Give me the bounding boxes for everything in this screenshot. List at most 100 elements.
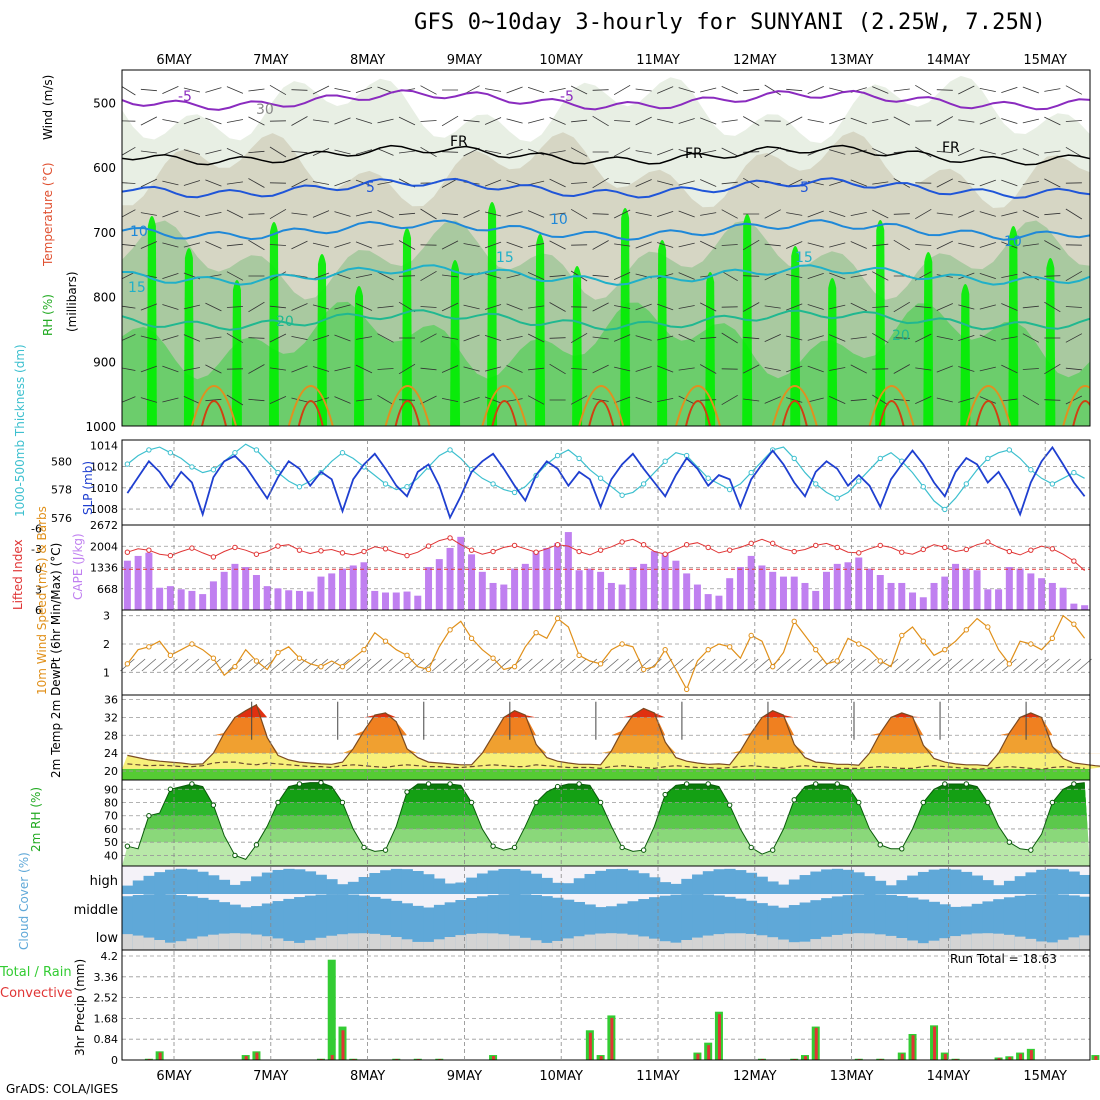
- thickness-line-point: [726, 486, 733, 493]
- upper-wind-barb: [162, 85, 179, 95]
- cape-bar: [457, 536, 465, 610]
- thickness-line-point: [404, 484, 410, 490]
- cape-bar: [575, 570, 583, 610]
- upper-wind-barb: [721, 209, 738, 219]
- cloud-middle: [767, 905, 779, 922]
- upper-wind-barb: [893, 88, 910, 92]
- upper-wind-barb: [291, 397, 308, 403]
- cloud-middle: [745, 900, 758, 922]
- upper-wind-barb: [850, 179, 867, 187]
- cloud-low: [154, 939, 166, 950]
- cape-bar: [532, 551, 540, 610]
- precip-conv-bar: [492, 1056, 496, 1060]
- upper-wind-barb: [506, 365, 523, 373]
- cloud-high: [487, 870, 499, 894]
- upper-wind-barb: [248, 239, 265, 251]
- tick-label: 1: [103, 666, 110, 679]
- rh-line-point: [791, 797, 797, 803]
- rh-line-point: [554, 783, 561, 790]
- cape-bar: [295, 590, 303, 610]
- upper-wind-barb: [484, 149, 502, 155]
- precip-conv-bar: [610, 1017, 614, 1060]
- upper-wind-barb: [484, 334, 502, 342]
- contour-label: 15: [128, 280, 146, 296]
- cape-bar: [672, 560, 680, 610]
- cloud-low: [530, 940, 542, 950]
- wind-barb: [969, 658, 985, 672]
- wind-barb: [733, 658, 748, 672]
- upper-wind-barb: [936, 397, 953, 403]
- contour-label: 15: [795, 250, 813, 266]
- tick-label: 2.52: [94, 992, 119, 1005]
- rh-plume: [1045, 258, 1056, 426]
- contour-label: FR: [450, 134, 468, 150]
- upper-wind-barb: [678, 242, 695, 248]
- upper-wind-barb: [442, 151, 459, 153]
- cloud-high: [778, 884, 790, 894]
- lifted-index-line-point: [1049, 546, 1056, 552]
- cloud-high: [821, 869, 833, 894]
- wind-barb: [518, 658, 533, 672]
- upper-wind-barb: [829, 334, 846, 342]
- lifted-index-line-point: [683, 542, 690, 548]
- thickness-line-point: [382, 481, 389, 487]
- cloud-low: [778, 939, 790, 950]
- cloud-high: [132, 880, 145, 894]
- wind-speed-line-point: [146, 644, 152, 650]
- rh-line-point: [576, 781, 582, 787]
- upper-wind-barb: [1022, 209, 1040, 219]
- wind-barb: [808, 658, 823, 672]
- cloud-low: [519, 937, 532, 950]
- cloud-high: [896, 880, 908, 894]
- upper-wind-barb: [657, 86, 674, 94]
- upper-wind-barb: [1065, 120, 1082, 122]
- precip-conv-bar: [330, 1055, 334, 1060]
- upper-wind-barb: [355, 336, 373, 340]
- precip-conv-bar: [158, 1052, 162, 1060]
- cloud-high: [638, 873, 650, 894]
- cape-bar: [263, 586, 271, 610]
- rh-line-point: [447, 781, 453, 787]
- upper-wind-barb: [140, 116, 158, 126]
- upper-wind-barb: [162, 180, 179, 186]
- dewpoint-line: [127, 761, 1085, 770]
- cloud-middle: [229, 904, 241, 922]
- tick-label: 1336: [90, 562, 118, 575]
- wind-barb: [378, 658, 393, 672]
- upper-wind-barb: [248, 178, 265, 188]
- cloud-low: [874, 934, 887, 950]
- cloud-low-bg: [659, 922, 672, 950]
- rh-line-point: [124, 843, 131, 849]
- upper-wind-barb: [420, 306, 437, 308]
- upper-wind-barb: [269, 84, 287, 96]
- cloud-high: [681, 878, 693, 894]
- cloud-middle: [713, 895, 725, 922]
- cloud-high: [971, 875, 983, 894]
- cloud-middle: [874, 894, 887, 922]
- upper-wind-barb: [915, 208, 932, 220]
- upper-wind-barb: [958, 119, 975, 123]
- cloud-middle: [240, 907, 252, 922]
- upper-wind-barb: [377, 243, 394, 247]
- rh-line-point: [253, 842, 260, 848]
- upper-wind-barb: [613, 147, 631, 157]
- tick-label: 2004: [90, 540, 118, 553]
- cloud-low: [670, 942, 682, 950]
- surface-temp-contour: [675, 385, 721, 426]
- upper-wind-barb: [700, 240, 717, 250]
- wind-barb: [550, 658, 565, 672]
- upper-wind-barb: [678, 333, 695, 343]
- wind-barb: [270, 658, 286, 672]
- contour-label: 10: [550, 212, 568, 228]
- upper-wind-barb: [334, 396, 351, 404]
- cloud-middle: [208, 899, 220, 922]
- cloud-low: [713, 934, 725, 950]
- cape-bar: [629, 567, 637, 610]
- date-label-bottom: 9MAY: [447, 1069, 482, 1084]
- cloud-middle: [369, 896, 381, 922]
- cape-bar: [564, 532, 572, 610]
- thickness-line-point: [963, 481, 970, 487]
- cape-bar: [328, 573, 336, 610]
- cloud-low: [347, 933, 360, 950]
- surface-temp-contour: [384, 385, 431, 426]
